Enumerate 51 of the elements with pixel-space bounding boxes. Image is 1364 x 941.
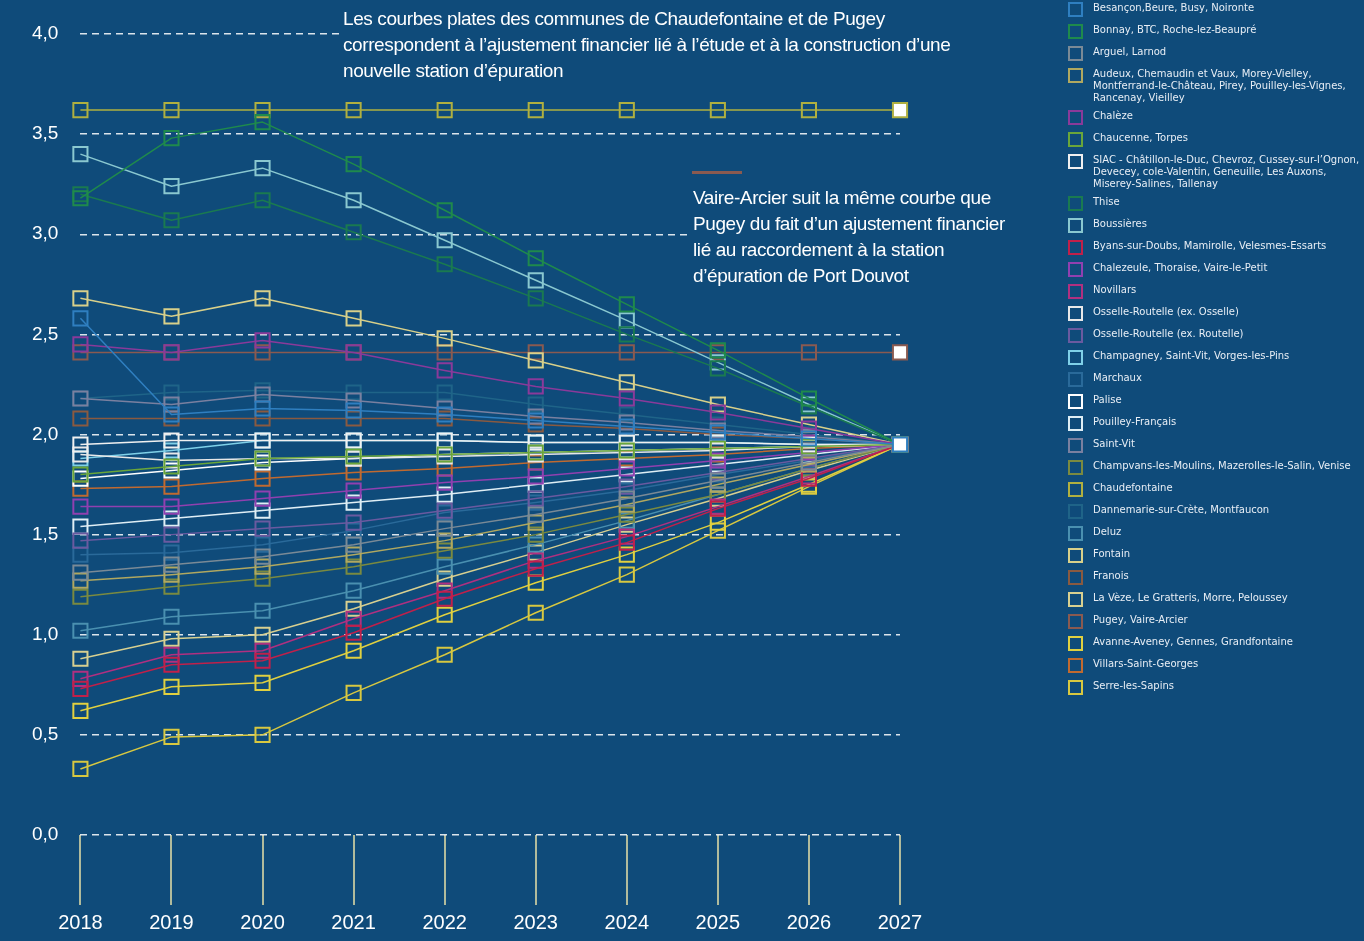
- x-tick-label: 2025: [695, 910, 741, 933]
- x-tick-label: 2026: [786, 910, 832, 933]
- legend-label: Franois: [1093, 570, 1129, 582]
- legend-label: Boussières: [1093, 218, 1147, 230]
- x-tick-label: 2019: [149, 910, 194, 933]
- legend-label: Villars-Saint-Georges: [1093, 658, 1199, 670]
- legend-label: Pouilley-Français: [1093, 416, 1177, 428]
- x-tick-label: 2021: [331, 910, 376, 933]
- legend-label: Deluz: [1093, 526, 1122, 538]
- y-tick-label: 1,0: [31, 622, 59, 644]
- legend-label: Champagney, Saint-Vit, Vorges-les-Pins: [1093, 350, 1290, 362]
- y-tick-label: 3,5: [31, 122, 59, 144]
- legend-label: Besançon,Beure, Busy, Noironte: [1093, 2, 1255, 14]
- annotation: Les courbes plates des communes de Chaudefontaine et de Pugey correspondent à l’ajustement financier lié à l’étude et à la construction d’une nouvelle station d’épuration: [340, 6, 966, 84]
- legend-label: La Vèze, Le Gratteris, Morre, Peloussey: [1093, 592, 1288, 604]
- legend-label: Chalèze: [1093, 110, 1133, 122]
- legend-label: Palise: [1093, 394, 1122, 406]
- legend-label: Fontain: [1093, 548, 1131, 560]
- y-tick-label: 0,5: [31, 723, 59, 745]
- legend-label: Avanne-Aveney, Gennes, Grandfontaine: [1093, 636, 1293, 648]
- legend-label: Saint-Vit: [1093, 438, 1135, 450]
- legend-label: Champvans-les-Moulins, Mazerolles-le-Salin, Venise: [1093, 460, 1351, 472]
- legend-label: SIAC - Châtillon-le-Duc, Chevroz, Cussey-sur-l’Ognon, Devecey, cole-Valentin, Geneuille, Les Auxons, Miserey-Salines, Tallenay: [1093, 154, 1360, 190]
- legend-label: Bonnay, BTC, Roche-lez-Beaupré: [1093, 24, 1257, 36]
- annotation: Vaire-Arcier suit la même courbe que Pugey du fait d’un ajustement financier lié au raccordement à la station d’épuration de Port Douvot: [690, 185, 1026, 289]
- x-tick-label: 2023: [513, 910, 558, 933]
- x-tick-label: 2024: [604, 910, 650, 933]
- y-tick-label: 3,0: [31, 222, 59, 244]
- x-tick-label: 2018: [58, 910, 103, 933]
- x-tick-label: 2027: [877, 910, 923, 933]
- legend-label: Dannemarie-sur-Crète, Montfaucon: [1093, 504, 1270, 516]
- legend-label: Chaudefontaine: [1093, 482, 1173, 494]
- legend-label: Byans-sur-Doubs, Mamirolle, Velesmes-Essarts: [1093, 240, 1327, 252]
- legend-label: Chalezeule, Thoraise, Vaire-le-Petit: [1093, 262, 1268, 274]
- x-tick-label: 2022: [422, 910, 467, 933]
- legend-label: Osselle-Routelle (ex. Routelle): [1093, 328, 1244, 340]
- legend-label: Osselle-Routelle (ex. Osselle): [1093, 306, 1239, 318]
- legend-label: Arguel, Larnod: [1093, 46, 1167, 58]
- x-tick-label: 2020: [240, 910, 285, 933]
- legend-label: Pugey, Vaire-Arcier: [1093, 614, 1188, 626]
- legend-label: Audeux, Chemaudin et Vaux, Morey-Vielley, Montferrand-le-Château, Pirey, Pouilley-les-Vignes, Rancenay, Vieilley: [1093, 68, 1347, 104]
- y-tick-label: 4,0: [31, 22, 59, 44]
- legend-label: Marchaux: [1093, 372, 1142, 384]
- legend-label: Serre-les-Sapins: [1093, 680, 1174, 692]
- legend-label: Thise: [1093, 196, 1120, 208]
- legend-label: Chaucenne, Torpes: [1093, 132, 1188, 144]
- y-tick-label: 2,0: [31, 422, 59, 444]
- legend-label: Novillars: [1093, 284, 1137, 296]
- y-tick-label: 1,5: [31, 522, 59, 544]
- y-tick-label: 0,0: [31, 823, 59, 845]
- y-tick-label: 2,5: [31, 322, 59, 344]
